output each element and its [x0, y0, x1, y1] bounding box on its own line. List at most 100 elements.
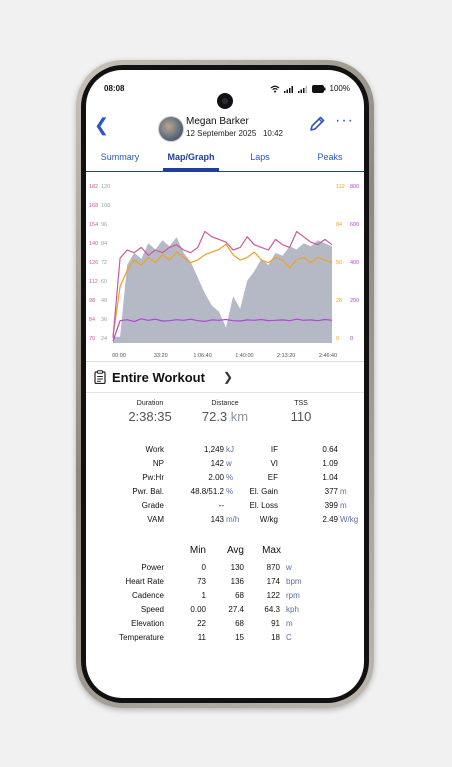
cell-max: 18: [271, 633, 280, 642]
metric-unit: kJ: [226, 445, 234, 454]
table-row: Power 0 130 870 w: [86, 563, 364, 577]
distance-label: Distance: [211, 400, 239, 407]
metric-unit: W/kg: [340, 515, 359, 524]
speed-tick-label: 56: [336, 260, 342, 266]
col-avg-header: Avg: [226, 545, 244, 556]
chevron-right-icon[interactable]: ❯: [222, 370, 233, 384]
power-tick-label: 800: [350, 184, 359, 190]
speed-tick-label: 112: [336, 184, 345, 190]
cell-min: 11: [197, 633, 206, 642]
tab-summary[interactable]: Summary: [100, 152, 140, 162]
cell-min: 0: [201, 563, 206, 572]
col-min-header: Min: [189, 545, 206, 556]
heart-rate-series: [112, 230, 333, 338]
power-tick-label: 0: [350, 336, 353, 342]
metric-label: EF: [267, 473, 278, 482]
power-tick-label: 400: [350, 260, 359, 266]
signal-icon-2: [297, 85, 307, 93]
hr-tick-label: 168: [89, 203, 98, 209]
duration-value: 2:38:35: [128, 409, 172, 424]
metric-value: 48.8/51.2: [190, 487, 224, 496]
power-tick-label: 200: [350, 298, 359, 304]
metric-label: El. Loss: [249, 501, 278, 510]
metric-row: Pw:Hr 2.00 % EF 1.04: [86, 473, 364, 487]
divider: [86, 392, 364, 393]
table-row: Speed 0.00 27.4 64.3 kph: [86, 605, 364, 619]
cell-max: 870: [266, 563, 280, 572]
cell-avg: 27.4: [228, 605, 244, 614]
tab-peaks[interactable]: Peaks: [317, 152, 343, 162]
tab-map-graph[interactable]: Map/Graph: [167, 152, 215, 162]
metric-unit: %: [226, 487, 234, 496]
front-camera: [217, 93, 233, 109]
table-row: Heart Rate 73 136 174 bpm: [86, 577, 364, 591]
back-arrow-icon[interactable]: ❮: [94, 115, 110, 135]
metric-label: VAM: [147, 515, 164, 524]
distance-unit: km: [230, 409, 249, 424]
elevation-series: [113, 237, 332, 343]
edit-pencil-icon[interactable]: [308, 115, 326, 133]
cell-max: 122: [266, 591, 280, 600]
phone-frame: 08:08 100% ❮ Megan Barker 12 September 2…: [76, 60, 374, 708]
metric-unit: m/h: [226, 515, 240, 524]
table-row: Cadence 1 68 122 rpm: [86, 591, 364, 605]
cell-max: 64.3: [264, 605, 280, 614]
cell-unit: C: [286, 633, 292, 642]
metric-value: 2.00: [208, 473, 224, 482]
avatar[interactable]: [158, 116, 184, 142]
battery-percent: 100%: [329, 84, 350, 93]
metric-row: NP 142 w VI 1.09: [86, 459, 364, 473]
table-header: Min Avg Max: [86, 545, 364, 563]
activity-date: 12 September 2025: [186, 129, 257, 138]
cell-min: 1: [201, 591, 206, 600]
hr-tick-label: 126: [89, 260, 98, 266]
metrics-grid: Work 1,249 kJ IF 0.64 NP 142 w VI 1.09 P…: [86, 445, 364, 529]
metric-unit: m: [340, 487, 347, 496]
metric-label: Pw:Hr: [142, 473, 164, 482]
metric-value: --: [218, 501, 224, 510]
x-tick-label: 2:46:40: [319, 353, 337, 359]
hr-tick-label: 154: [89, 222, 98, 228]
metric-value: 1,249: [203, 445, 224, 454]
status-time: 08:08: [104, 84, 125, 93]
metric-value: 399: [324, 501, 338, 510]
metric-label: IF: [270, 445, 278, 454]
cell-max: 91: [271, 619, 280, 628]
hr-tick-label: 84: [89, 317, 95, 323]
metric-unit: w: [226, 459, 232, 468]
tss-value: 110: [290, 409, 312, 424]
row-label: Temperature: [119, 633, 164, 642]
cell-min: 73: [197, 577, 206, 586]
metric-value: 2.49: [322, 515, 338, 524]
distance-value: 72.3: [201, 409, 228, 424]
athlete-name: Megan Barker: [186, 116, 249, 127]
elevation-tick-label: 48: [101, 298, 107, 304]
workout-graph[interactable]: 182 168 154 140 126 112 98 84 70 120 108 96 84 72 60 48…: [86, 173, 364, 360]
elevation-tick-label: 36: [101, 317, 107, 323]
tab-laps[interactable]: Laps: [250, 152, 270, 162]
distance-line: 72.3 km: [192, 409, 258, 424]
power-tick-label: 600: [350, 222, 359, 228]
cell-unit: w: [286, 563, 292, 572]
cell-max: 174: [266, 577, 280, 586]
cell-unit: rpm: [286, 591, 300, 600]
wifi-icon: [270, 85, 279, 93]
activity-time: 10:42: [262, 129, 283, 138]
section-header[interactable]: Entire Workout ❯: [94, 366, 233, 388]
speed-tick-label: 28: [336, 298, 342, 304]
row-label: Speed: [140, 605, 164, 614]
more-options-icon[interactable]: ···: [335, 112, 354, 129]
cell-avg: 130: [230, 563, 244, 572]
signal-icon: [283, 85, 293, 93]
cell-min: 0.00: [190, 605, 206, 614]
x-tick-label: 1:40:00: [235, 353, 253, 359]
metric-value: 142: [210, 459, 224, 468]
duration-label: Duration: [136, 400, 164, 407]
hr-tick-label: 98: [89, 298, 95, 304]
table-row: Temperature 11 15 18 C: [86, 633, 364, 647]
metric-value: 1.09: [322, 459, 338, 468]
cell-avg: 136: [230, 577, 244, 586]
battery-icon: [311, 84, 326, 93]
cell-avg: 68: [235, 619, 244, 628]
metric-label: Pwr. Bal.: [132, 487, 164, 496]
